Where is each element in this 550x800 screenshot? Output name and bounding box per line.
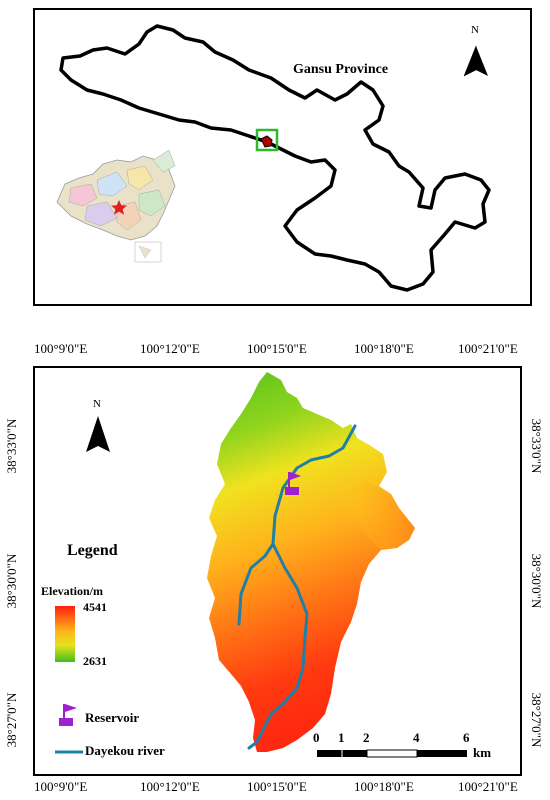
star-icon — [111, 200, 127, 215]
scale-tick-1: 1 — [338, 730, 345, 745]
legend-reservoir-label: Reservoir — [85, 710, 140, 725]
scale-unit: km — [473, 745, 492, 760]
gansu-outline — [59, 24, 491, 292]
bottom-tick-4: 100°18'0"E — [354, 779, 414, 794]
elevation-ramp — [55, 606, 75, 662]
top-tick-1: 100°9'0"E — [34, 341, 88, 356]
legend-river-label: Dayekou river — [85, 743, 165, 758]
north-arrow-main-icon — [86, 416, 110, 452]
scale-tick-6: 6 — [463, 730, 470, 745]
left-tick-1: 38°33'0"N — [4, 418, 19, 474]
right-tick-1: 38°33'0"N — [529, 418, 544, 474]
right-tick-2: 38°30'0"N — [529, 553, 544, 609]
main-map-panel: N Legend Elevation/m 4541 2631 Reservoir… — [33, 366, 522, 776]
scale-tick-0: 0 — [313, 730, 320, 745]
china-locator-map — [56, 149, 176, 263]
bottom-tick-5: 100°21'0"E — [458, 779, 518, 794]
top-tick-3: 100°15'0"E — [247, 341, 307, 356]
elevation-max: 4541 — [83, 600, 107, 614]
main-north-label: N — [93, 398, 101, 410]
legend-title: Legend — [67, 542, 118, 559]
right-tick-3: 38°27'0"N — [529, 692, 544, 748]
elevation-min: 2631 — [83, 654, 107, 668]
top-tick-4: 100°18'0"E — [354, 341, 414, 356]
reservoir-marker — [285, 472, 301, 495]
bottom-tick-1: 100°9'0"E — [34, 779, 88, 794]
legend-reservoir-icon — [59, 704, 77, 726]
left-tick-3: 38°27'0"N — [4, 692, 19, 748]
bottom-tick-2: 100°12'0"E — [140, 779, 200, 794]
scale-tick-4: 4 — [413, 730, 420, 745]
province-label: Gansu Province — [293, 62, 389, 77]
eastern-highland — [335, 480, 415, 550]
north-arrow-icon — [463, 45, 488, 77]
elevation-label: Elevation/m — [41, 584, 103, 598]
study-area-shape — [260, 135, 273, 148]
inset-map-panel: N Gansu Province — [33, 8, 532, 306]
left-tick-2: 38°30'0"N — [4, 553, 19, 609]
study-area-box — [255, 128, 279, 152]
scale-bar — [317, 749, 467, 758]
watershed-dem — [207, 372, 415, 752]
bottom-tick-3: 100°15'0"E — [247, 779, 307, 794]
top-tick-2: 100°12'0"E — [140, 341, 200, 356]
inset-map-svg — [56, 24, 491, 292]
top-tick-5: 100°21'0"E — [458, 341, 518, 356]
dayekou-river — [237, 424, 357, 750]
north-label: N — [471, 24, 479, 36]
scale-tick-2: 2 — [363, 730, 370, 745]
main-map-svg — [55, 372, 467, 758]
